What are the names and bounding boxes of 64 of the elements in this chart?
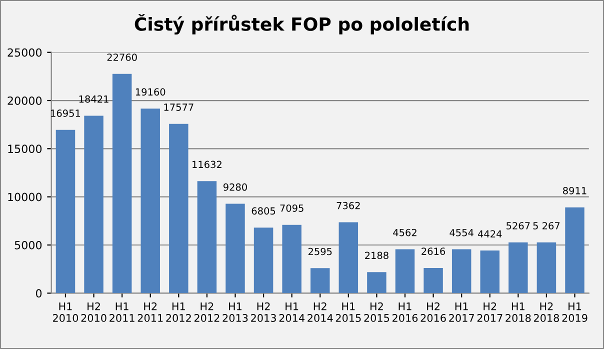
- bar: [197, 181, 217, 294]
- bar: [338, 222, 358, 294]
- data-label: 4562: [393, 228, 416, 236]
- bar: [424, 268, 443, 294]
- x-tick-label: H2 2016: [420, 302, 446, 322]
- y-tick-label: 15000: [8, 144, 42, 154]
- bar: [56, 130, 76, 294]
- data-label: 5267: [506, 222, 530, 230]
- data-label: 18421: [79, 95, 108, 103]
- bar: [169, 124, 188, 294]
- bar: [480, 250, 500, 294]
- data-label: 6805: [252, 207, 276, 215]
- bar: [536, 242, 556, 294]
- bar: [140, 108, 160, 294]
- bar: [282, 224, 302, 294]
- data-label: 2616: [422, 248, 446, 255]
- bar: [310, 268, 330, 294]
- data-label: 16951: [51, 110, 80, 117]
- y-tick-label: 0: [36, 289, 42, 298]
- x-tick-label: H2 2011: [138, 302, 163, 322]
- x-tick-label: H1 2018: [506, 302, 531, 322]
- y-tick-label: 25000: [8, 48, 42, 57]
- x-tick-label: H2 2018: [534, 302, 560, 322]
- x-tick-label: H1 2010: [52, 302, 78, 322]
- y-tick-label: 5000: [14, 240, 42, 250]
- x-tick-label: H2 2010: [81, 302, 106, 322]
- bar: [565, 207, 584, 294]
- bar: [112, 74, 132, 294]
- x-tick-label: H1 2019: [562, 302, 588, 322]
- data-label: 2595: [308, 248, 332, 256]
- x-tick-label: H1 2012: [166, 302, 191, 322]
- data-label: 4424: [478, 230, 502, 238]
- data-label: 9280: [223, 183, 247, 191]
- bar: [367, 272, 386, 294]
- x-tick-label: H2 2013: [251, 302, 276, 322]
- x-tick-label: H1 2015: [336, 302, 361, 322]
- data-label: 8911: [563, 186, 586, 194]
- data-label: 22760: [107, 54, 137, 61]
- data-label: 19160: [136, 88, 166, 96]
- bar: [508, 242, 528, 294]
- x-tick-label: H1 2014: [279, 302, 304, 322]
- data-label: 11632: [192, 160, 222, 168]
- data-label: 7362: [336, 202, 360, 210]
- chart-title: Čistý přírůstek FOP po pololetích: [134, 14, 469, 35]
- x-tick-label: H1 2013: [222, 302, 248, 322]
- bar: [452, 249, 472, 294]
- x-tick-label: H2 2017: [477, 302, 502, 322]
- x-tick-label: H1 2017: [449, 302, 474, 322]
- data-label: 7095: [280, 204, 304, 212]
- y-tick-label: 20000: [8, 96, 42, 105]
- data-label: 4554: [450, 229, 474, 236]
- bar: [395, 249, 415, 294]
- x-tick-label: H2 2014: [308, 302, 333, 322]
- x-tick-label: H2 2012: [194, 302, 220, 322]
- x-tick-label: H1 2016: [392, 302, 418, 322]
- data-label: 5 267: [533, 222, 560, 230]
- bar: [254, 228, 274, 294]
- data-label: 2188: [365, 252, 388, 260]
- data-label: 17577: [164, 104, 194, 111]
- y-tick-label: 10000: [8, 192, 42, 202]
- bar: [226, 204, 245, 294]
- bar: [84, 116, 104, 294]
- x-tick-label: H2 2015: [364, 302, 390, 322]
- x-tick-label: H1 2011: [110, 302, 134, 322]
